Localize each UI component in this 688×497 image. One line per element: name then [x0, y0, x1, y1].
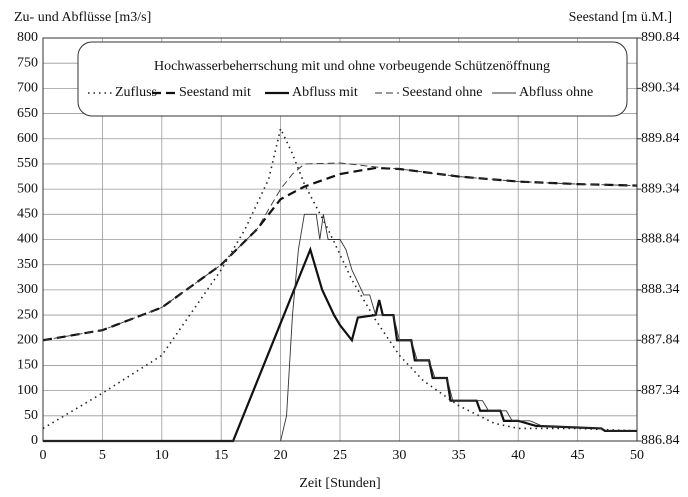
y-tick-label: 200: [17, 332, 38, 347]
series-line: [43, 213, 637, 442]
y2-tick-label: 890.34: [641, 81, 680, 96]
y2-tick-label: 888.34: [641, 282, 680, 297]
series-line: [43, 246, 637, 443]
y-tick-label: 500: [17, 181, 38, 196]
y-tick-label: 50: [24, 408, 38, 423]
y-tick-label: 600: [17, 131, 38, 146]
x-tick-label: 40: [511, 448, 525, 463]
y-tick-label: 0: [31, 433, 38, 448]
y-tick-label: 250: [17, 307, 38, 322]
y-tick-label: 450: [17, 207, 38, 222]
y-tick-label: 400: [17, 232, 38, 247]
x-tick-label: 20: [274, 448, 288, 463]
y-tick-label: 150: [17, 358, 38, 373]
x-axis-label: Zeit [Stunden]: [299, 476, 380, 491]
y2-axis-label: Seestand [m ü.M.]: [569, 10, 672, 25]
x-tick-label: 35: [452, 448, 466, 463]
y-tick-label: 750: [17, 55, 38, 70]
y2-tick-label: 888.84: [641, 232, 680, 247]
y-tick-label: 700: [17, 81, 38, 96]
legend-title: Hochwasserbeherrschung mit und ohne vorb…: [154, 59, 550, 74]
legend-label: Seestand ohne: [402, 85, 482, 100]
legend-box: [77, 41, 628, 117]
y-tick-label: 350: [17, 257, 38, 272]
legend-label: Abfluss ohne: [519, 85, 593, 100]
x-tick-label: 15: [214, 448, 228, 463]
legend-label: Seestand mit: [179, 85, 251, 100]
y-tick-label: 650: [17, 106, 38, 121]
y2-tick-label: 886.84: [641, 433, 680, 448]
x-tick-label: 0: [40, 448, 47, 463]
x-tick-label: 30: [392, 448, 406, 463]
y2-tick-label: 889.34: [641, 181, 680, 196]
y-tick-label: 800: [17, 30, 38, 45]
series-line: [42, 162, 638, 341]
legend-label: Zufluss: [115, 85, 157, 100]
y-axis-label: Zu- und Abflüsse [m3/s]: [14, 10, 151, 25]
x-tick-label: 5: [99, 448, 106, 463]
x-tick-label: 25: [333, 448, 347, 463]
y-tick-label: 550: [17, 156, 38, 171]
y-tick-label: 300: [17, 282, 38, 297]
x-tick-label: 50: [630, 448, 644, 463]
x-tick-label: 10: [155, 448, 169, 463]
y2-tick-label: 887.34: [641, 383, 680, 398]
y2-tick-label: 890.84: [641, 30, 680, 45]
plot-frame: [42, 37, 638, 442]
y2-tick-label: 889.84: [641, 131, 680, 146]
legend-label: Abfluss mit: [292, 85, 358, 100]
x-tick-label: 45: [571, 448, 585, 463]
y-tick-label: 100: [17, 383, 38, 398]
y2-tick-label: 887.84: [641, 332, 680, 347]
